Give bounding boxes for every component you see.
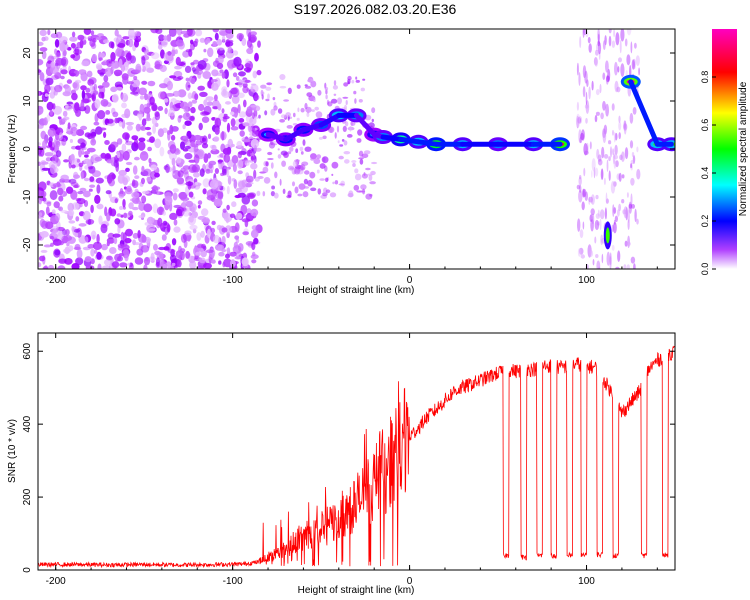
snr-y-axis-label: SNR (10 * v/v): [7, 419, 18, 483]
y-tick-label: 400: [22, 415, 33, 432]
spectrogram-ridge-segment: [628, 79, 660, 147]
colorbar-tick-label: 0.8: [700, 71, 710, 84]
colorbar-tick-label: 0.4: [700, 167, 710, 180]
spectrogram-ridge-segment: [415, 139, 439, 147]
spectrogram-ridge-segment: [283, 127, 306, 142]
spectrogram-ridge-segment: [354, 112, 377, 138]
spectrogram-ridge-segment: [265, 132, 289, 142]
x-tick-label: -100: [223, 275, 243, 286]
x-tick-label: 100: [578, 275, 595, 286]
x-tick-label: -200: [46, 576, 66, 587]
snr-background: [38, 333, 675, 570]
spectrogram-ridge-segment: [318, 112, 342, 128]
spectrogram-noise: [38, 29, 641, 269]
colorbar-gradient: [712, 29, 737, 269]
spectrogram-heatmap: [38, 29, 675, 269]
snr-x-axis-label: Height of straight line (km): [298, 585, 415, 596]
y-tick-label: 0: [22, 567, 33, 573]
y-tick-label: -20: [22, 237, 33, 252]
spectrogram-ridge-segment: [398, 136, 421, 145]
y-tick-label: 10: [22, 95, 33, 107]
y-tick-label: 200: [22, 488, 33, 505]
spectrogram-y-axis-label: Frequency (Hz): [7, 115, 18, 184]
snr-ticks: -200 -100 0 100 0 200 400 600: [22, 333, 675, 587]
x-tick-label: -100: [223, 576, 243, 587]
x-tick-label: 0: [407, 576, 413, 587]
colorbar-label: Normalized spectral amplitude: [738, 81, 749, 216]
colorbar-tick-label: 0.6: [700, 119, 710, 132]
y-tick-label: 20: [22, 47, 33, 59]
spectrogram-ridge-segment: [300, 122, 324, 133]
x-tick-label: -200: [46, 275, 66, 286]
y-tick-label: 600: [22, 342, 33, 359]
snr-panel: -200 -100 0 100 0 200 400 600 Height of straigh…: [7, 332, 676, 596]
colorbar: 0.0 0.2 0.4 0.6 0.8 Normalized spectral ampl…: [700, 29, 749, 275]
snr-frame: [37, 332, 676, 571]
colorbar-tick-label: 0.2: [700, 215, 710, 228]
snr-series-line: [38, 345, 675, 569]
y-tick-label: 0: [22, 146, 33, 152]
colorbar-tick-label: 0.0: [700, 263, 710, 276]
x-tick-label: 100: [578, 576, 595, 587]
spectrogram-x-axis-label: Height of straight line (km): [298, 285, 415, 296]
snr-plot-area: [38, 345, 675, 569]
y-tick-label: -10: [22, 189, 33, 204]
spectrogram-low-feature: [603, 221, 612, 250]
x-tick-label: 0: [407, 275, 413, 286]
chart-title: S197.2026.082.03.20.E36: [293, 1, 457, 17]
colorbar-ticks: 0.0 0.2 0.4 0.6 0.8: [700, 71, 716, 276]
spectrogram-ridge-segment: [380, 134, 404, 142]
